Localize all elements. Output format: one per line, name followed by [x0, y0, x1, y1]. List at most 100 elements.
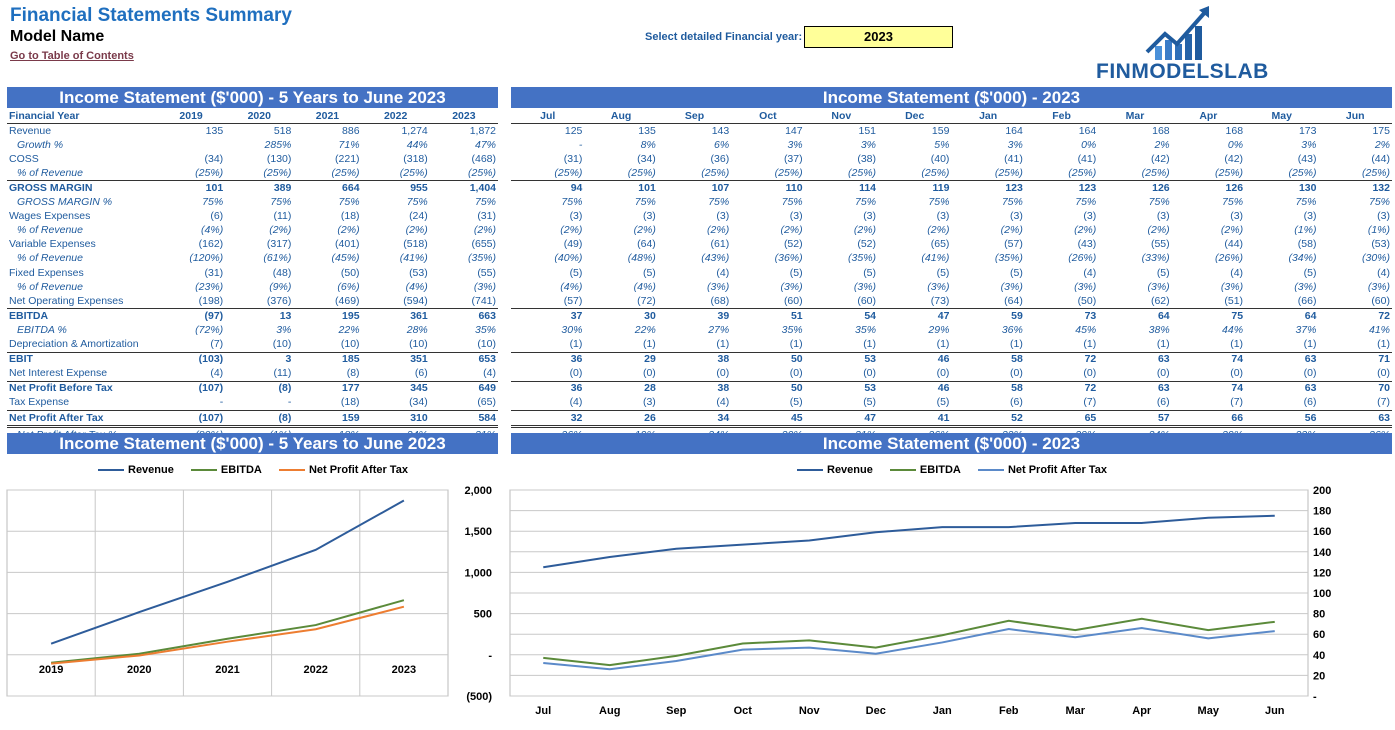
table-cell: (34): [409, 396, 428, 409]
y-tick-label: 100: [1313, 588, 1331, 600]
column-header: Apr: [1171, 109, 1246, 125]
table-cell: 664: [293, 180, 362, 196]
table-cell: (4): [569, 396, 583, 409]
table-cell: (5): [789, 396, 803, 409]
table-cell: (65): [930, 238, 950, 251]
x-tick-label: Apr: [1132, 705, 1152, 717]
table-cell: (5): [642, 266, 656, 279]
table-row: 32 26 34 45 47 41 52 65 57 66 56 63: [511, 409, 1392, 427]
table-cell: (60): [857, 294, 877, 307]
table-cell: (24): [409, 210, 428, 223]
x-tick-label: Jun: [1265, 705, 1285, 717]
table-row: 36 28 38 50 53 46 58 72 63 74 63 70: [511, 380, 1392, 396]
table-cell: 130: [1245, 180, 1319, 196]
table-row: 125 135 143 147 151 159 164 164 168 168 173 175: [511, 124, 1392, 139]
table-cell: 75%: [406, 196, 428, 209]
table-cell: (57): [1004, 238, 1023, 251]
table-cell: (594): [403, 294, 428, 307]
table-cell: 345: [361, 380, 430, 396]
table-cell: (1%): [1294, 224, 1317, 237]
page-title: Financial Statements Summary: [10, 5, 292, 26]
table-cell: (7): [1230, 396, 1244, 409]
table-cell: 75%: [1295, 196, 1317, 209]
column-header: 2023: [429, 109, 498, 125]
table-cell: 285%: [264, 138, 292, 151]
table-cell: (5): [789, 266, 803, 279]
annual-chart-legend: Revenue EBITDA Net Profit After Tax: [98, 464, 422, 476]
y-tick-label: 40: [1313, 650, 1325, 662]
table-row: (2%) (2%) (2%) (2%) (2%) (2%) (2%) (2%) (2%) (2%)…: [511, 224, 1392, 238]
row-label: Net Operating Expenses: [9, 294, 124, 307]
table-cell: 75%: [928, 196, 950, 209]
table-cell: -: [287, 396, 292, 409]
table-cell: (6): [414, 367, 428, 380]
table-cell: (4%): [405, 280, 428, 293]
table-cell: 71: [1318, 351, 1392, 367]
table-cell: (1): [1010, 338, 1023, 351]
table-cell: (55): [1150, 238, 1170, 251]
table-cell: 58: [951, 380, 1025, 396]
table-cell: 36: [511, 380, 585, 396]
table-row: Net Profit Before Tax (107) (8) 177 345 649: [7, 380, 498, 396]
table-row: Wages Expenses (6) (11) (18) (24) (31): [7, 210, 498, 224]
table-cell: 126: [1171, 180, 1246, 196]
table-row: 37 30 39 51 54 47 59 73 64 75 64 72: [511, 308, 1392, 324]
table-row: % of Revenue (23%) (9%) (6%) (4%) (3%): [7, 280, 498, 294]
table-cell: 64: [1098, 308, 1172, 324]
table-cell: -: [578, 138, 583, 151]
table-cell: (3%): [1147, 280, 1170, 293]
table-of-contents-link[interactable]: Go to Table of Contents: [10, 50, 134, 62]
table-cell: (50): [340, 266, 360, 279]
annual-table-title: Income Statement ($'000) - 5 Years to Ju…: [7, 87, 498, 108]
y-tick-label: 140: [1313, 547, 1331, 559]
table-cell: 38%: [1148, 323, 1170, 336]
table-cell: (1%): [1367, 224, 1390, 237]
column-header: May: [1245, 109, 1319, 125]
financial-year-input[interactable]: 2023: [804, 26, 953, 48]
table-cell: (4%): [560, 280, 583, 293]
table-cell: (4%): [201, 224, 224, 237]
table-cell: (18): [340, 396, 360, 409]
table-cell: (0): [716, 367, 730, 380]
table-cell: 22%: [338, 323, 360, 336]
table-cell: 75%: [202, 196, 224, 209]
table-cell: (7): [1377, 396, 1390, 409]
table-cell: (107): [157, 409, 226, 427]
table-cell: (3%): [707, 280, 730, 293]
table-cell: (2%): [473, 224, 496, 237]
row-label: % of Revenue: [17, 166, 83, 179]
table-cell: (25%): [467, 166, 496, 179]
table-row: EBITDA (97) 13 195 361 663: [7, 308, 498, 324]
finmodelslab-logo-icon: [1145, 6, 1209, 60]
table-cell: (4): [716, 266, 730, 279]
table-cell: (41%): [921, 252, 950, 265]
row-label: Wages Expenses: [9, 210, 91, 223]
table-cell: 36: [511, 351, 585, 367]
table-cell: 147: [785, 124, 803, 137]
table-cell: 1,404: [429, 180, 498, 196]
table-cell: (4): [210, 367, 224, 380]
table-cell: 74: [1171, 380, 1246, 396]
table-cell: 518: [273, 124, 292, 137]
table-cell: (25%): [263, 166, 292, 179]
row-label: Tax Expense: [9, 396, 70, 409]
table-cell: (40%): [554, 252, 583, 265]
table-cell: (61%): [263, 252, 292, 265]
table-row: 36 29 38 50 53 46 58 72 63 74 63 71: [511, 351, 1392, 367]
table-cell: (60): [1371, 294, 1390, 307]
y-tick-label: 60: [1313, 629, 1325, 641]
table-cell: (36): [710, 152, 730, 165]
table-cell: (25%): [399, 166, 428, 179]
table-row: Net Interest Expense (4) (11) (8) (6) (4): [7, 367, 498, 382]
table-cell: (48%): [627, 252, 656, 265]
table-cell: (1): [716, 338, 730, 351]
table-cell: 75%: [855, 196, 877, 209]
table-cell: (2%): [1220, 224, 1244, 237]
y-tick-label: 2,000: [464, 485, 492, 497]
table-cell: (3%): [1220, 280, 1244, 293]
table-cell: (6%): [337, 280, 360, 293]
table-cell: (0): [936, 367, 950, 380]
table-cell: 6%: [714, 138, 730, 151]
table-cell: 177: [293, 380, 362, 396]
table-cell: (3%): [1074, 280, 1097, 293]
